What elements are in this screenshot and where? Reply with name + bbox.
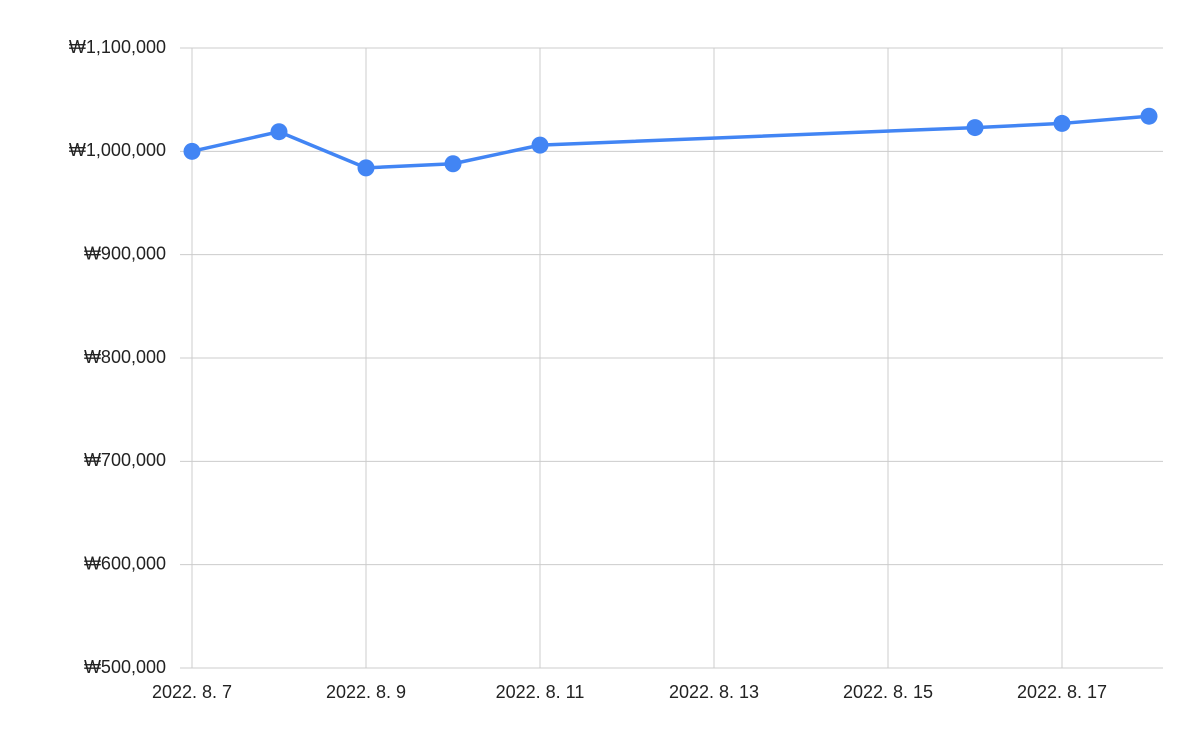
y-tick-label: ₩1,000,000	[69, 140, 166, 160]
data-line	[191, 114, 1150, 170]
x-tick-label: 2022. 8. 15	[843, 682, 933, 702]
data-point	[357, 159, 375, 177]
x-tick-label: 2022. 8. 9	[326, 682, 406, 702]
data-point	[1053, 114, 1071, 132]
x-tick-label: 2022. 8. 17	[1017, 682, 1107, 702]
data-point	[1140, 107, 1158, 125]
y-tick-label: ₩700,000	[84, 450, 166, 470]
data-point	[966, 119, 984, 137]
data-point	[183, 142, 201, 160]
y-tick-label: ₩600,000	[84, 553, 166, 573]
y-tick-label: ₩1,100,000	[69, 37, 166, 57]
y-tick-label: ₩900,000	[84, 243, 166, 263]
y-tick-label: ₩800,000	[84, 347, 166, 367]
data-point	[444, 155, 462, 173]
x-tick-label: 2022. 8. 7	[152, 682, 232, 702]
y-tick-label: ₩500,000	[84, 657, 166, 677]
x-tick-label: 2022. 8. 11	[496, 682, 585, 702]
data-point	[270, 123, 288, 141]
x-tick-label: 2022. 8. 13	[669, 682, 759, 702]
data-point	[531, 136, 549, 154]
